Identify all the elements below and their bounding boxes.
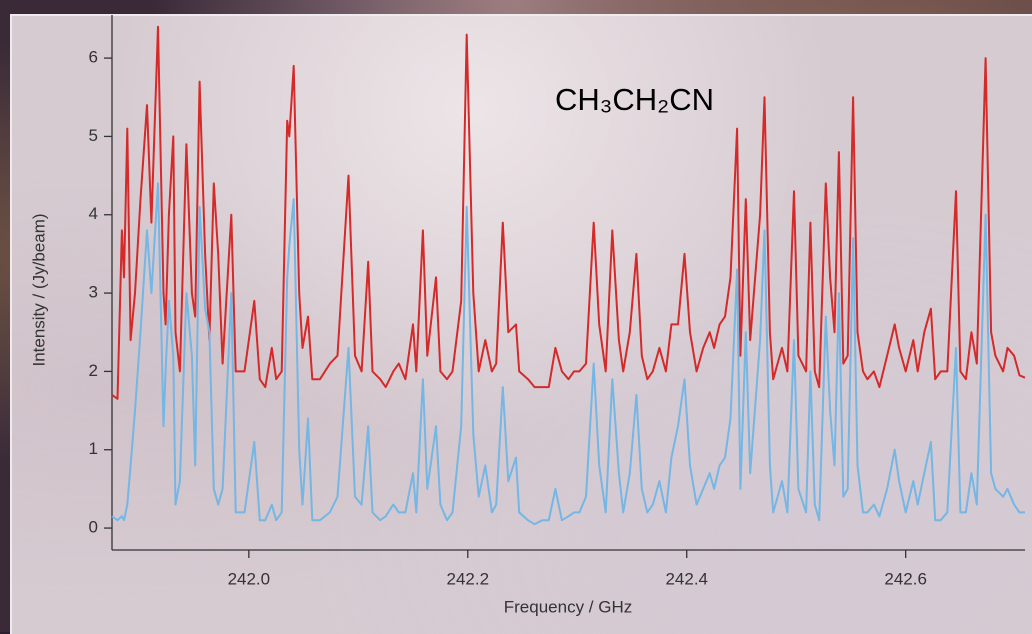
x-tick-label: 242.6 [884,569,927,588]
y-tick-label: 1 [89,439,98,458]
y-tick-label: 3 [89,283,98,302]
x-tick-label: 242.2 [447,569,490,588]
x-tick-label: 242.4 [665,569,708,588]
x-axis-label: Frequency / GHz [504,597,633,616]
x-tick-label: 242.0 [228,569,271,588]
chart: Frequency / GHz Intensity / (Jy/beam) CH… [0,0,1032,632]
page: Frequency / GHz Intensity / (Jy/beam) CH… [0,0,1032,632]
y-axis-label: Intensity / (Jy/beam) [29,213,48,366]
y-tick-label: 4 [89,204,98,223]
y-tick-label: 6 [89,48,98,67]
annotation: CH₃CH₂CN [555,82,714,117]
y-tick-label: 5 [89,126,98,145]
y-tick-label: 2 [89,361,98,380]
y-tick-label: 0 [89,518,98,537]
